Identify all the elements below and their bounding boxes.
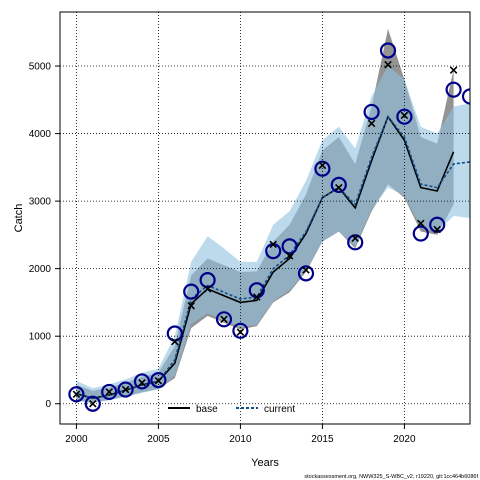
point-current-2003 [117, 381, 134, 398]
point-base-2018 [367, 119, 376, 128]
point-current-2015 [314, 160, 331, 177]
point-current-2014 [297, 265, 315, 282]
point-base-2007 [187, 302, 195, 310]
point-base-2022 [433, 225, 441, 234]
legend-label-base: base [196, 404, 218, 415]
point-current-2005 [150, 371, 167, 389]
point-base-2016 [335, 183, 343, 192]
point-current-2023 [445, 81, 462, 98]
point-current-2013 [281, 238, 298, 255]
point-current-2000 [68, 386, 85, 403]
point-current-2022 [429, 216, 446, 233]
legend: base current [168, 404, 295, 415]
x-tick-label-2015: 2015 [311, 434, 334, 445]
y-tick-label-0: 0 [45, 399, 51, 410]
y-tick-label-3000: 3000 [29, 197, 52, 208]
x-axis: 2000 2005 2010 2015 2020 [65, 424, 416, 445]
point-current-2001 [84, 395, 101, 412]
point-current-2019 [379, 42, 397, 59]
point-base-2013 [285, 252, 294, 260]
x-axis-title: Years [251, 457, 279, 469]
point-base-2011 [253, 293, 261, 301]
x-tick-label-2020: 2020 [393, 434, 416, 445]
legend-label-current: current [264, 404, 295, 415]
band-current [76, 66, 470, 404]
point-base-2015 [318, 161, 327, 170]
point-current-2009 [215, 311, 233, 328]
point-current-2024 [461, 88, 470, 105]
point-current-2018 [363, 103, 380, 121]
point-current-2020 [396, 108, 413, 125]
point-base-2019 [384, 60, 392, 69]
point-base-2010 [236, 328, 245, 336]
point-current-2016 [330, 176, 347, 194]
line-current [76, 115, 470, 400]
point-base-2020 [400, 111, 409, 120]
y-tick-label-4000: 4000 [29, 129, 52, 140]
observed-points [68, 42, 470, 412]
confidence-bands [76, 28, 470, 404]
point-base-2021 [417, 219, 425, 228]
y-axis-title: Catch [13, 204, 25, 233]
plot-frame [59, 11, 471, 425]
point-base-2017 [351, 234, 359, 243]
x-tick-label-2010: 2010 [229, 434, 252, 445]
point-base-2002 [105, 388, 113, 396]
point-base-2005 [154, 377, 163, 385]
point-base-2014 [302, 266, 310, 274]
x-tick-label-2005: 2005 [147, 434, 170, 445]
x-tick-label-2000: 2000 [65, 434, 88, 445]
y-tick-label-2000: 2000 [29, 264, 52, 275]
point-base-2009 [220, 315, 228, 324]
y-tick-label-5000: 5000 [29, 62, 52, 73]
point-current-2002 [101, 383, 118, 401]
point-base-2023 [449, 66, 458, 74]
point-current-2017 [347, 234, 364, 251]
point-current-2004 [133, 373, 151, 390]
point-base-2003 [121, 385, 130, 394]
point-base-2006 [171, 337, 179, 346]
point-base-2001 [89, 399, 97, 408]
point-current-2007 [183, 283, 200, 300]
grid-lines [60, 12, 470, 424]
point-base-2000 [72, 390, 81, 399]
point-base-2012 [269, 240, 277, 249]
point-base-2008 [203, 285, 212, 293]
point-current-2008 [199, 272, 216, 289]
point-current-2010 [232, 322, 249, 339]
point-base-2004 [138, 379, 146, 387]
footnote: stockassessment.org, NWW325_S-WBC_v2, r1… [304, 474, 478, 480]
y-axis: 0 1000 2000 3000 4000 5000 [29, 62, 60, 410]
y-tick-label-1000: 1000 [29, 332, 52, 343]
point-current-2021 [412, 225, 429, 242]
